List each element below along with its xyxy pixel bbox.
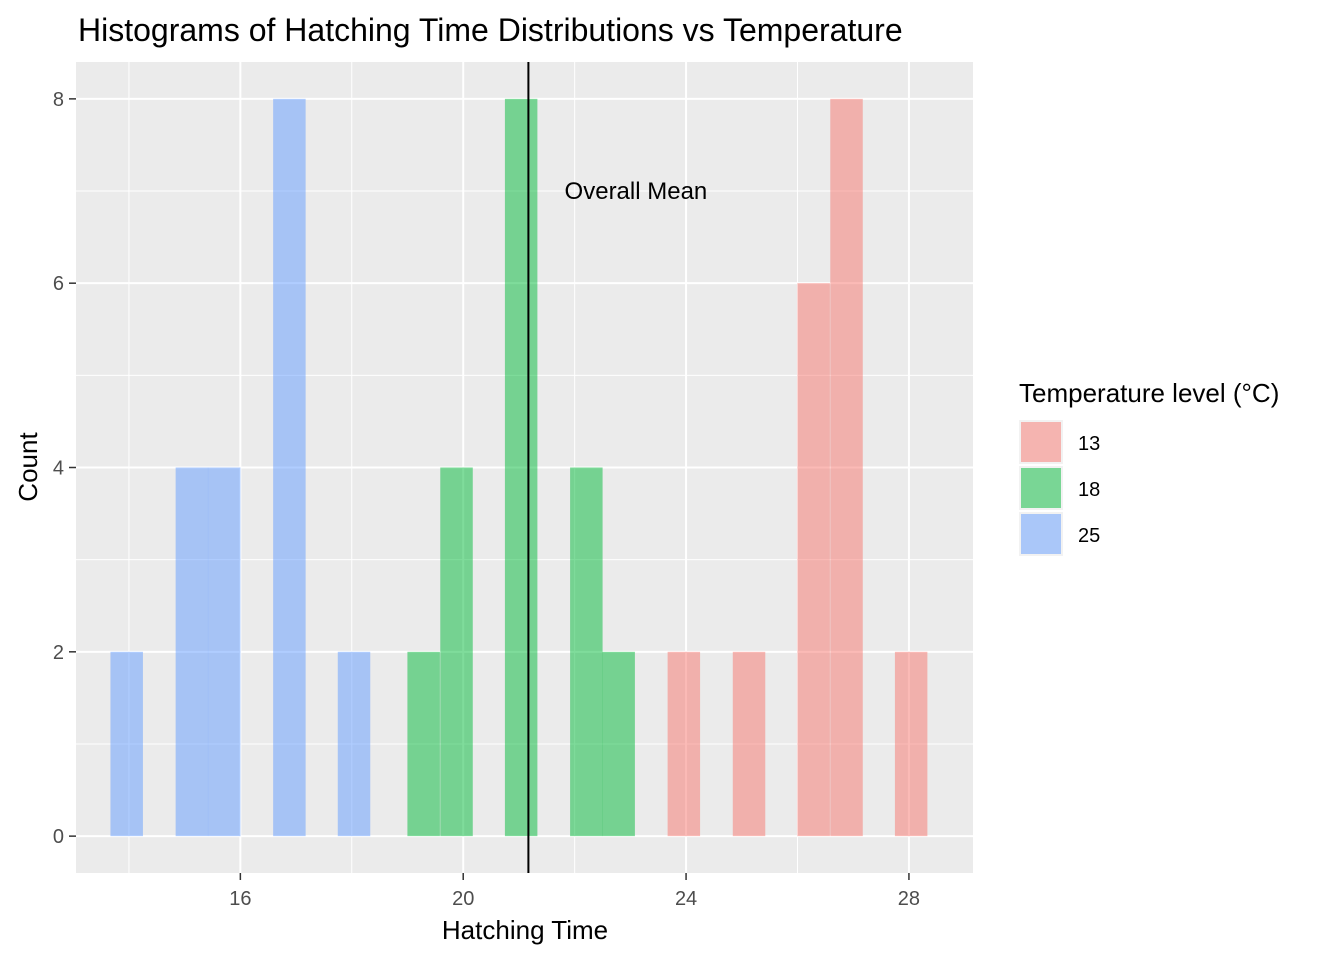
bar-18: [407, 651, 440, 837]
x-axis-ticks: 16 20 24 28: [229, 873, 920, 910]
bar-25: [175, 467, 209, 837]
x-tick-label: 20: [452, 888, 474, 910]
y-tick-label: 8: [53, 89, 64, 111]
x-axis-title: Hatching Time: [442, 915, 608, 945]
bar-25: [207, 467, 241, 837]
y-tick-label: 4: [53, 458, 64, 480]
legend-label: 18: [1078, 479, 1100, 501]
legend-swatch: [1021, 514, 1061, 554]
bar-13: [732, 651, 766, 837]
overall-mean-label: Overall Mean: [565, 178, 708, 205]
x-tick-label: 24: [675, 888, 697, 910]
bar-13: [667, 651, 701, 837]
y-axis-title: Count: [13, 432, 43, 502]
overall-mean-group: Overall Mean: [527, 62, 708, 873]
y-tick-label: 0: [53, 826, 64, 848]
legend-swatch: [1021, 468, 1061, 508]
x-tick-label: 16: [229, 888, 251, 910]
legend-item-18: 18: [1019, 466, 1100, 510]
series-13: [667, 98, 928, 837]
legend-items: 13 18 25: [1019, 420, 1100, 556]
bar-18: [504, 98, 538, 837]
legend-title: Temperature level (°C): [1019, 378, 1279, 408]
bar-18: [440, 467, 473, 837]
bar-13: [894, 651, 928, 837]
bar-13: [797, 283, 830, 837]
bar-18: [602, 651, 635, 837]
y-tick-label: 2: [53, 642, 64, 664]
legend-label: 25: [1078, 525, 1100, 547]
series-18: [407, 98, 635, 837]
bar-25: [273, 98, 306, 837]
series-25: [110, 98, 371, 837]
y-tick-label: 6: [53, 273, 64, 295]
y-axis-ticks: 0 2 4 6 8: [53, 89, 76, 848]
histogram-bars: [110, 98, 928, 837]
legend-item-13: 13: [1019, 420, 1100, 464]
legend-swatch: [1021, 422, 1061, 462]
bar-25: [110, 651, 143, 837]
chart-title: Histograms of Hatching Time Distribution…: [78, 12, 903, 48]
bar-25: [337, 651, 371, 837]
bar-13: [830, 98, 863, 837]
legend-label: 13: [1078, 433, 1100, 455]
legend-item-25: 25: [1019, 512, 1100, 556]
legend: Temperature level (°C) 13 18 25: [1019, 378, 1279, 556]
bar-18: [570, 467, 603, 837]
x-tick-label: 28: [898, 888, 920, 910]
